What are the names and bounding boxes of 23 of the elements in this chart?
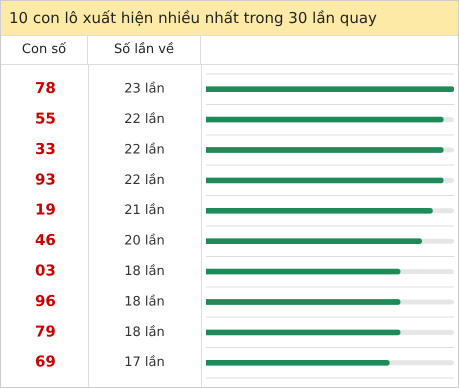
- y-tick-label: 19: [35, 200, 56, 219]
- y-tick-label: 78: [35, 79, 56, 98]
- text: Con số: [1, 36, 88, 64]
- y-tick-label: 79: [35, 322, 56, 340]
- data-label: 18 lần: [124, 324, 165, 340]
- y-tick-label: 93: [35, 170, 56, 188]
- y-tick-label: 03: [35, 261, 56, 280]
- data-label: 23 lần: [124, 80, 165, 97]
- y-tick-label: 55: [35, 109, 56, 128]
- y-tick-label: 33: [35, 140, 56, 158]
- data-label: 21 lần: [124, 202, 165, 218]
- data-label: 22 lần: [124, 110, 165, 127]
- y-tick-label: 69: [35, 352, 56, 371]
- data-label: 20 lần: [124, 232, 165, 249]
- y-tick-label: 96: [35, 292, 56, 310]
- data-label: 18 lần: [124, 293, 165, 310]
- y-tick-label: 46: [35, 231, 56, 250]
- data-label: 17 lần: [124, 354, 165, 370]
- data-label: 22 lần: [124, 141, 165, 158]
- data-label: 18 lần: [124, 262, 165, 279]
- data-label: 22 lần: [124, 172, 165, 188]
- text: Số lần về: [88, 36, 201, 64]
- chart-title: 10 con lô xuất hiện nhiều nhất trong 30 lần quay: [1, 1, 458, 36]
